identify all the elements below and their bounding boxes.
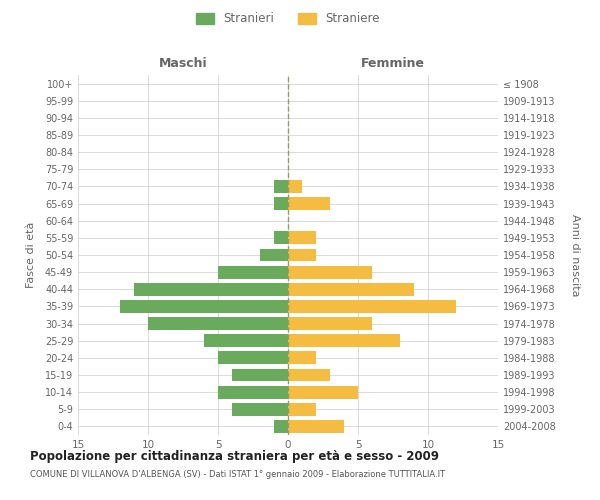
Bar [218,352,288,364]
Bar [232,368,288,382]
Legend: Stranieri, Straniere: Stranieri, Straniere [193,9,383,29]
Text: Femmine: Femmine [361,57,425,70]
Bar [288,334,400,347]
Bar [288,266,372,278]
Bar [288,197,330,210]
Bar [288,283,414,296]
Bar [288,368,330,382]
Bar [288,232,316,244]
Bar [288,386,358,398]
Bar [288,420,344,433]
Text: Popolazione per cittadinanza straniera per età e sesso - 2009: Popolazione per cittadinanza straniera p… [30,450,439,463]
Bar [274,420,288,433]
Bar [274,197,288,210]
Bar [288,180,302,193]
Bar [120,300,288,313]
Bar [218,266,288,278]
Y-axis label: Fasce di età: Fasce di età [26,222,37,288]
Bar [148,317,288,330]
Bar [288,248,316,262]
Bar [288,300,456,313]
Bar [274,180,288,193]
Bar [134,283,288,296]
Y-axis label: Anni di nascita: Anni di nascita [569,214,580,296]
Bar [288,317,372,330]
Bar [288,403,316,415]
Bar [218,386,288,398]
Bar [288,352,316,364]
Text: COMUNE DI VILLANOVA D'ALBENGA (SV) - Dati ISTAT 1° gennaio 2009 - Elaborazione T: COMUNE DI VILLANOVA D'ALBENGA (SV) - Dat… [30,470,445,479]
Bar [274,232,288,244]
Bar [204,334,288,347]
Bar [260,248,288,262]
Bar [232,403,288,415]
Text: Maschi: Maschi [158,57,208,70]
